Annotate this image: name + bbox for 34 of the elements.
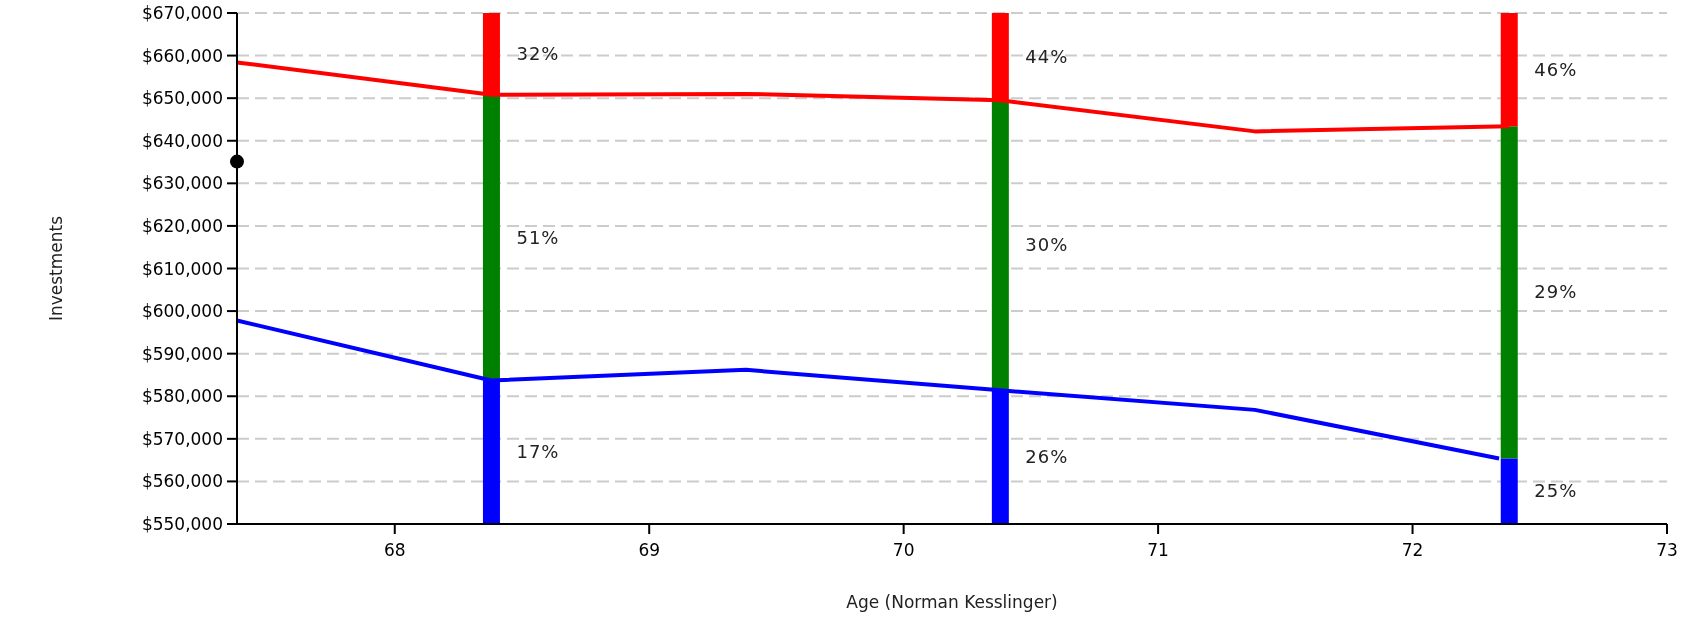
y-tick-label: $630,000 <box>141 173 223 194</box>
annotation: 26% <box>1025 446 1069 468</box>
y-tick-label: $560,000 <box>141 471 223 492</box>
y-tick-label: $640,000 <box>141 130 223 151</box>
x-tick-label: 73 <box>1656 540 1678 560</box>
y-tick-label: $610,000 <box>141 258 223 279</box>
x-tick-label: 72 <box>1401 540 1424 560</box>
y-tick-label: $600,000 <box>141 301 223 322</box>
y-tick-label: $660,000 <box>141 45 223 66</box>
annotation: 46% <box>1534 58 1578 80</box>
y-tick-label: $570,000 <box>141 428 223 449</box>
x-tick-label: 70 <box>892 540 915 560</box>
annotation: 30% <box>1025 234 1069 256</box>
x-tick-label: 69 <box>638 540 661 560</box>
y-tick-label: $550,000 <box>141 514 223 534</box>
y-tick-label: $650,000 <box>141 88 223 109</box>
annotation: 17% <box>516 441 560 463</box>
annotation: 51% <box>516 226 560 248</box>
y-axis-title: Investments <box>46 215 66 322</box>
annotation: 44% <box>1025 45 1069 67</box>
y-tick-label: $590,000 <box>141 343 223 364</box>
bar <box>1500 458 1518 524</box>
x-axis-title: Age (Norman Kesslinger) <box>846 592 1058 612</box>
y-tick-label: $670,000 <box>141 3 223 23</box>
bar <box>482 94 500 381</box>
y-tick-label: $620,000 <box>141 215 223 236</box>
bar <box>991 100 1009 391</box>
annotation: 25% <box>1534 480 1578 502</box>
annotation: 29% <box>1534 281 1578 303</box>
x-tick-label: 68 <box>383 540 406 560</box>
x-tick-label: 71 <box>1147 540 1169 560</box>
annotation: 32% <box>516 42 560 64</box>
y-tick-label: $580,000 <box>141 386 223 407</box>
bar <box>1500 126 1518 459</box>
